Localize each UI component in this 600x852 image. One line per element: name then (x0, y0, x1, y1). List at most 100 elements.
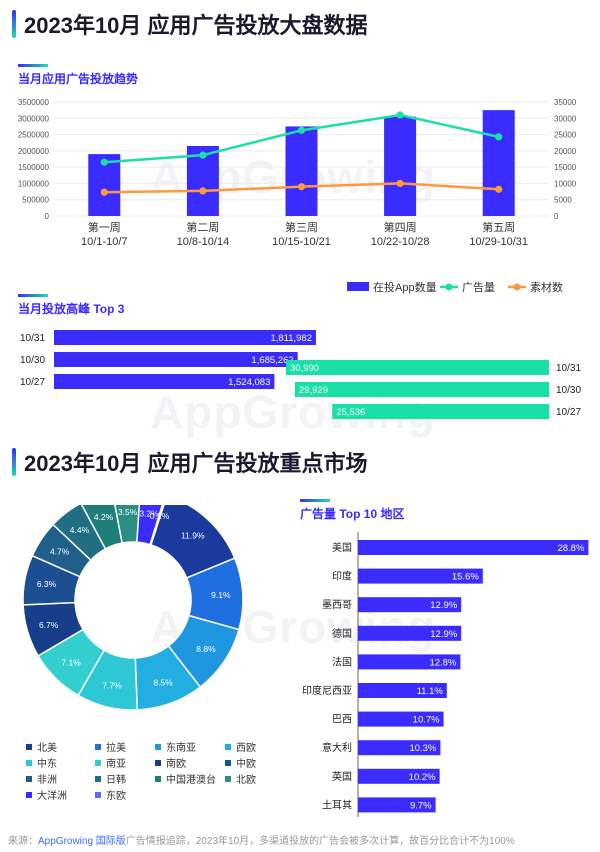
materials-point (297, 183, 306, 191)
donut-legend-label: 北美 (37, 741, 57, 754)
materials-point (495, 185, 503, 193)
peak-ads-date: 10/31 (20, 333, 45, 344)
donut-legend-swatch (95, 792, 101, 798)
footer-prefix: 来源： (8, 836, 38, 847)
region-label: 15.6% (452, 572, 479, 583)
x-tick-label: 第三周 10/15-10/21 (272, 220, 331, 248)
donut-legend-label: 东欧 (106, 789, 126, 802)
footer-link[interactable]: AppGrowing 国际版 (38, 836, 126, 847)
footer-text: 广告情报追踪，2023年10月，多渠道投放的广告会被多次计算，故百分比合计不为1… (125, 836, 515, 847)
donut-legend-swatch (225, 776, 231, 782)
x-tick-label-line: 第一周 (88, 220, 121, 234)
donut-legend-swatch (225, 760, 231, 766)
peak-apps-label: 25,536 (336, 407, 365, 418)
region-label: 12.9% (430, 600, 457, 611)
y-tick-right: 30000 (554, 114, 577, 123)
donut-legend-label: 东南亚 (166, 741, 196, 754)
legend-dot-materials (513, 283, 521, 291)
region-name: 巴西 (332, 714, 352, 726)
y-tick-left: 3000000 (18, 114, 50, 123)
peak-apps-label: 29,929 (299, 385, 328, 396)
donut-label: 4.7% (50, 546, 70, 556)
section-title-overview: 2023年10月 应用广告投放大盘数据 (12, 8, 368, 40)
peak-subtitle: 当月投放高峰 Top 3 (18, 294, 124, 317)
peak-apps-bar (286, 360, 549, 375)
x-tick-label-line: 10/1-10/7 (81, 236, 127, 248)
y-tick-right: 15000 (554, 163, 577, 172)
donut-legend-label: 中国港澳台 (166, 773, 216, 786)
legend-label-materials: 素材数 (530, 280, 563, 294)
donut-legend-label: 拉美 (106, 741, 126, 754)
bar-apps (482, 110, 515, 216)
ads-point (396, 111, 404, 119)
y-tick-left: 2500000 (18, 131, 50, 140)
donut-legend-swatch (26, 776, 32, 782)
region-label: 9.7% (410, 800, 432, 811)
peak-ads-date: 10/30 (20, 355, 45, 366)
subtitle-underline (18, 294, 48, 297)
x-tick-label-line: 10/29-10/31 (469, 236, 528, 248)
peak-ads-bar (54, 374, 275, 389)
donut-legend-swatch (225, 744, 231, 750)
donut-legend-swatch (26, 744, 32, 750)
regions-bar-chart: 美国 28.8% 印度 15.6% 墨西哥 12.9% 德国 12.9% 法国 12.8% 印度尼西… (302, 532, 589, 817)
peak-chart: 10/31 1,811,982 10/30 1,685,262 10/27 1,524,0… (20, 330, 581, 419)
donut-label: 7.7% (102, 680, 122, 690)
footer-source: 来源：AppGrowing 国际版广告情报追踪，2023年10月，多渠道投放的广… (8, 832, 515, 847)
materials-point (199, 187, 207, 195)
x-tick-label-line: 10/8-10/14 (177, 236, 230, 248)
donut-legend-label: 非洲 (37, 774, 57, 786)
x-tick-label: 第五周 10/29-10/31 (469, 220, 528, 248)
peak-apps-bar (332, 404, 549, 419)
donut-legend-label: 大洋洲 (37, 789, 67, 802)
x-tick-label: 第二周 10/8-10/14 (177, 220, 230, 248)
region-label: 28.8% (557, 543, 584, 554)
subtitle-underline (300, 499, 330, 502)
donut-label: 3.5% (118, 507, 138, 517)
donut-legend-label: 中欧 (236, 757, 256, 770)
peak-apps-date: 10/31 (556, 363, 581, 374)
donut-label: 9.1% (211, 590, 231, 600)
donut-legend-swatch (155, 744, 161, 750)
peak-ads-label: 1,811,982 (270, 333, 312, 344)
donut-label: 4.4% (70, 525, 90, 535)
y-tick-left: 3500000 (18, 98, 50, 107)
donut-legend-label: 南亚 (106, 757, 126, 770)
trend-subtitle-text: 当月应用广告投放趋势 (18, 72, 139, 86)
x-tick-label-line: 第二周 (186, 220, 219, 234)
donut-label: 7.1% (61, 658, 81, 668)
y-tick-right: 35000 (554, 98, 577, 107)
region-bar (358, 797, 436, 813)
x-tick-label: 第一周 10/1-10/7 (81, 220, 127, 248)
region-bar (358, 711, 444, 727)
donut-legend-swatch (95, 760, 101, 766)
region-bar (358, 625, 462, 641)
donut-label: 3.2% (139, 508, 159, 518)
y-tick-right: 20000 (554, 147, 577, 156)
y-tick-left: 2000000 (18, 147, 50, 156)
region-label: 12.8% (429, 657, 456, 668)
donut-legend-swatch (26, 792, 32, 798)
bar-apps (384, 116, 417, 216)
x-tick-label-line: 第四周 (384, 220, 417, 234)
region-bar (358, 654, 461, 670)
region-label: 10.3% (409, 743, 436, 754)
donut-legend-label: 西欧 (236, 742, 256, 754)
region-name: 印度尼西亚 (302, 684, 352, 697)
region-bar (358, 768, 440, 784)
region-name: 意大利 (322, 741, 352, 754)
bar-apps (285, 126, 318, 216)
legend-dot-ads (445, 283, 453, 291)
region-label: 12.9% (430, 629, 457, 640)
materials-point (100, 188, 108, 196)
donut-label: 4.2% (94, 512, 114, 522)
y-tick-right: 5000 (554, 196, 572, 205)
ads-point (297, 126, 306, 134)
donut-legend-swatch (155, 776, 161, 782)
region-bar (358, 683, 447, 698)
ads-point (495, 133, 503, 141)
peak-ads-bar (54, 330, 316, 345)
peak-ads-date: 10/27 (20, 377, 45, 388)
peak-ads-label: 1,685,262 (251, 355, 293, 366)
y-tick-right: 0 (554, 212, 559, 221)
